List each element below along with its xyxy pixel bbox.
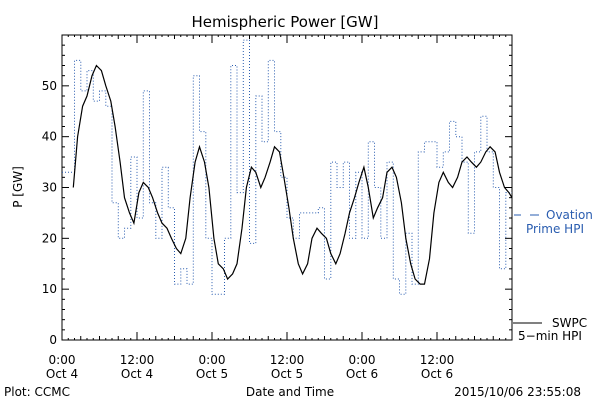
y-tick-label: 10 [42, 282, 57, 296]
x-tick-label-time: 12:00 [120, 353, 155, 367]
plot-credit: Plot: CCMC [4, 385, 70, 399]
timestamp: 2015/10/06 23:55:08 [454, 385, 581, 399]
x-tick-label-date: Oct 6 [346, 367, 378, 381]
legend-label-ovation-line2: Prime HPI [526, 222, 584, 236]
x-tick-label-date: Oct 5 [196, 367, 228, 381]
x-tick-label-date: Oct 6 [421, 367, 453, 381]
y-tick-label: 40 [42, 130, 57, 144]
legend-label-swpc-line1: SWPC [552, 316, 587, 330]
x-tick-label-time: 0:00 [49, 353, 76, 367]
x-tick-label-date: Oct 5 [271, 367, 303, 381]
x-tick-label-time: 12:00 [270, 353, 305, 367]
swpc-hpi-line [72, 64, 513, 285]
y-tick-label: 30 [42, 181, 57, 195]
legend-label-swpc-line2: 5−min HPI [518, 329, 582, 343]
y-tick-label: 0 [49, 333, 57, 347]
legend-label-ovation-line1: Ovation [546, 208, 593, 222]
y-tick-label: 20 [42, 231, 57, 245]
series-swpc-5min-hpi [72, 64, 513, 285]
x-tick-label-date: Oct 4 [46, 367, 78, 381]
ovation-prime-step-line [62, 39, 512, 295]
y-axis-label: P [GW] [11, 166, 25, 208]
x-tick-label-date: Oct 4 [121, 367, 153, 381]
chart-title: Hemispheric Power [GW] [192, 13, 379, 31]
series-ovation-prime-hpi [62, 39, 512, 295]
x-tick-label-time: 0:00 [199, 353, 226, 367]
x-axis-label: Date and Time [246, 385, 334, 399]
y-tick-label: 50 [42, 79, 57, 93]
x-tick-label-time: 0:00 [349, 353, 376, 367]
x-tick-label-time: 12:00 [420, 353, 455, 367]
